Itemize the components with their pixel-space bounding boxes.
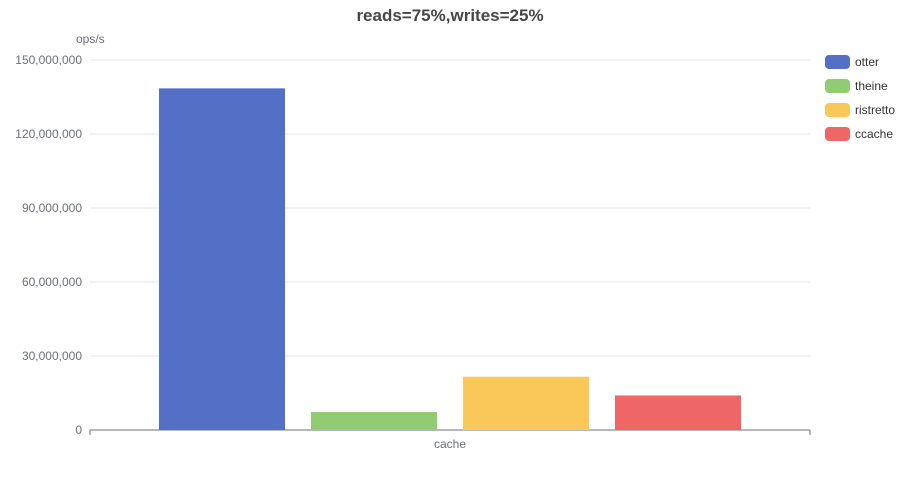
legend-swatch xyxy=(825,103,850,117)
legend-label: theine xyxy=(855,79,888,93)
y-tick-label: 150,000,000 xyxy=(15,53,82,67)
bar-ccache[interactable] xyxy=(615,395,741,430)
bar-ristretto[interactable] xyxy=(463,376,589,430)
legend-swatch xyxy=(825,127,850,141)
y-tick-label: 60,000,000 xyxy=(22,275,82,289)
x-tick-label: cache xyxy=(434,437,466,451)
legend-item-ccache[interactable]: ccache xyxy=(825,127,895,141)
legend-item-ristretto[interactable]: ristretto xyxy=(825,103,895,117)
chart-title: reads=75%,writes=25% xyxy=(356,6,544,25)
legend-label: ccache xyxy=(855,127,894,141)
y-tick-label: 0 xyxy=(75,423,82,437)
y-tick-label: 30,000,000 xyxy=(22,349,82,363)
y-tick-label: 120,000,000 xyxy=(15,127,82,141)
legend-label: otter xyxy=(855,55,880,69)
legend-item-otter[interactable]: otter xyxy=(825,55,895,69)
chart-legend: otter theine ristretto ccache xyxy=(825,55,895,151)
y-axis-label: ops/s xyxy=(76,32,105,46)
bar-theine[interactable] xyxy=(311,411,437,430)
legend-swatch xyxy=(825,79,850,93)
legend-swatch xyxy=(825,55,850,69)
y-tick-label: 90,000,000 xyxy=(22,201,82,215)
legend-label: ristretto xyxy=(855,103,896,117)
bar-otter[interactable] xyxy=(159,88,285,430)
legend-item-theine[interactable]: theine xyxy=(825,79,895,93)
